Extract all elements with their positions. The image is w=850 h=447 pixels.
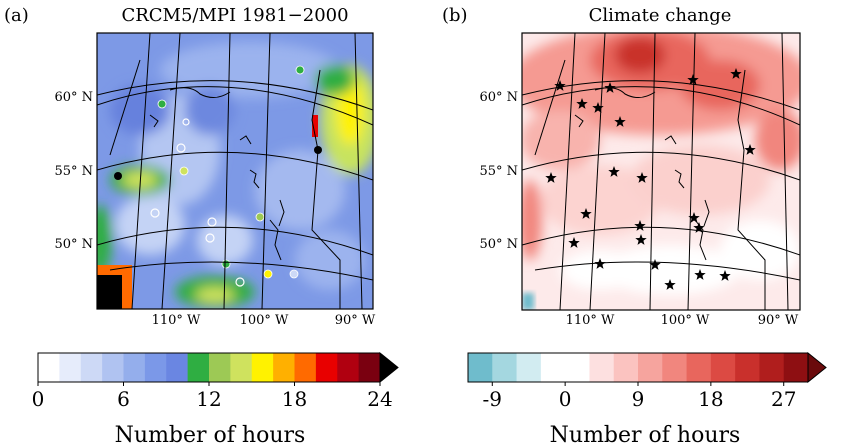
- panel-a-colorbar-label: Number of hours: [115, 423, 306, 447]
- panel-a-map-lines: [97, 33, 373, 309]
- panel-b-map-field: [522, 33, 800, 310]
- panel-a-label: (a): [4, 5, 29, 26]
- colorbar-segment: [209, 353, 231, 382]
- colorbar-segment: [662, 353, 688, 382]
- colorbar-segment: [358, 353, 381, 382]
- panel-b: (b) Climate change: [442, 5, 827, 447]
- panel-b-lat-tick-label: 50° N: [479, 237, 518, 252]
- significance-star: [687, 74, 699, 85]
- significance-star: [719, 270, 731, 281]
- colorbar-segment: [337, 353, 360, 382]
- panel-b-lon-tick-label: 100° W: [661, 313, 710, 328]
- panel-a-stations: [114, 65, 322, 287]
- colorbar-segment: [187, 353, 210, 382]
- colorbar-segment: [144, 353, 167, 382]
- colorbar-segment: [251, 353, 274, 382]
- colorbar-segment: [59, 353, 82, 382]
- significance-star: [635, 234, 647, 245]
- panel-a-lon-tick-label: 100° W: [240, 313, 289, 328]
- colorbar-tick-label: 9: [632, 387, 645, 411]
- colorbar-segment: [273, 353, 295, 382]
- significance-star: [693, 222, 705, 233]
- panel-b-map-lines: [522, 33, 800, 310]
- significance-star: [554, 80, 566, 91]
- significance-star: [649, 259, 661, 270]
- colorbar-segment: [540, 353, 566, 382]
- colorbar-segment: [710, 353, 736, 382]
- colorbar-tick-label: 18: [282, 387, 307, 411]
- colorbar-extend-arrow: [379, 351, 399, 384]
- significance-star: [634, 220, 646, 231]
- colorbar-tick-label: 0: [559, 387, 572, 411]
- panel-b-lon-tick-label: 110° W: [566, 313, 615, 328]
- panel-b-colorbar-label: Number of hours: [550, 423, 741, 447]
- colorbar-segment: [230, 353, 253, 382]
- significance-star: [664, 279, 676, 290]
- panel-a-frame: [96, 32, 374, 310]
- panel-a-colorbar: 0 6 12 18 24: [32, 351, 399, 411]
- colorbar-segment: [565, 353, 590, 382]
- colorbar-segment: [783, 353, 809, 382]
- panel-b-lat-tick-label: 60° N: [479, 90, 518, 105]
- panel-b-frame: [521, 32, 801, 311]
- colorbar-segment: [686, 353, 712, 382]
- colorbar-segment: [759, 353, 785, 382]
- colorbar-segment: [80, 353, 103, 382]
- significance-star: [576, 98, 588, 109]
- panel-b-lon-tick-label: 90° W: [758, 313, 799, 328]
- colorbar-segment: [638, 353, 663, 382]
- colorbar-tick-label: 12: [196, 387, 221, 411]
- colorbar-segment: [315, 353, 338, 382]
- colorbar-segment: [735, 353, 760, 382]
- colorbar-segment: [123, 353, 146, 382]
- colorbar-segment: [613, 353, 639, 382]
- colorbar-tick-label: 27: [771, 387, 796, 411]
- panel-b-colorbar: -9 0 9 18 27: [467, 351, 827, 411]
- panel-a-lat-tick-label: 55° N: [54, 164, 93, 179]
- panel-b-lat-tick-label: 55° N: [479, 164, 518, 179]
- panel-a-lon-tick-label: 90° W: [335, 313, 376, 328]
- panel-a-lon-tick-label: 110° W: [152, 313, 201, 328]
- significance-star: [614, 116, 626, 127]
- significance-star: [730, 68, 742, 79]
- panel-a-title: CRCM5/MPI 1981−2000: [121, 5, 348, 26]
- colorbar-tick-label: 24: [367, 387, 392, 411]
- colorbar-segment: [166, 353, 189, 382]
- significance-star: [580, 208, 592, 219]
- panel-a-lat-tick-label: 50° N: [54, 237, 93, 252]
- colorbar-tick-label: 18: [698, 387, 723, 411]
- significance-star: [545, 172, 557, 183]
- significance-star: [568, 237, 580, 248]
- panel-b-label: (b): [442, 5, 468, 26]
- significance-star: [688, 212, 700, 223]
- significance-star: [694, 269, 706, 280]
- colorbar-tick-label: 0: [32, 387, 45, 411]
- colorbar-tick-label: -9: [483, 387, 502, 411]
- significance-star: [608, 166, 620, 177]
- colorbar-segment: [102, 353, 124, 382]
- colorbar-tick-label: 6: [117, 387, 130, 411]
- panel-a: (a) CRCM5/MPI 1981−2000: [4, 5, 399, 447]
- panel-a-map-field: [97, 33, 373, 309]
- colorbar-segment: [294, 353, 317, 382]
- colorbar-segment: [38, 353, 60, 382]
- significance-star: [636, 172, 648, 183]
- colorbar-segment: [492, 353, 518, 382]
- colorbar-segment: [589, 353, 615, 382]
- panel-a-lat-tick-label: 60° N: [54, 90, 93, 105]
- colorbar-segment: [516, 353, 542, 382]
- significance-star: [592, 102, 604, 113]
- colorbar-segment: [468, 353, 493, 382]
- panel-b-title: Climate change: [589, 5, 732, 26]
- significance-star: [744, 144, 756, 155]
- colorbar-extend-arrow: [807, 351, 827, 384]
